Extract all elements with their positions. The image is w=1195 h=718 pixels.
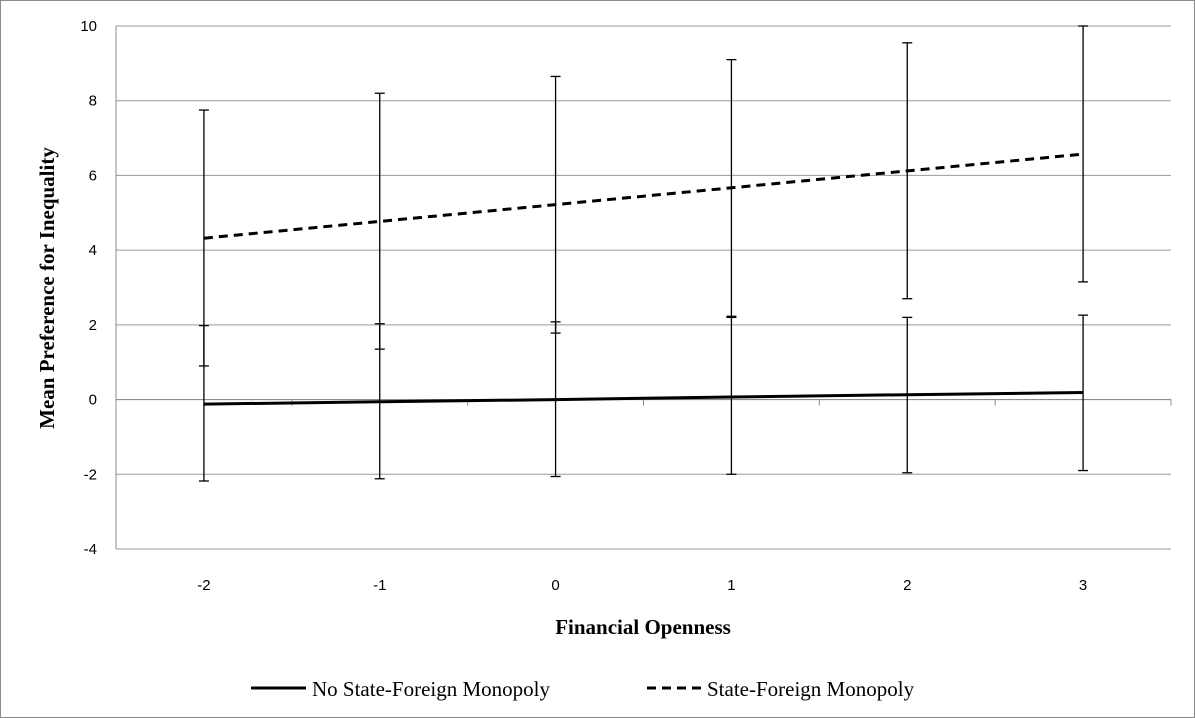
y-tick-label: 2 <box>89 317 97 334</box>
series-line-no-state-foreign-monopoly <box>203 391 1084 406</box>
x-tick-label: -1 <box>373 577 386 594</box>
y-tick-label: 8 <box>89 93 97 110</box>
x-tick-label: 1 <box>727 577 735 594</box>
y-tick-label: 10 <box>80 18 97 35</box>
y-tick-label: -2 <box>84 466 97 483</box>
x-tick-label: 3 <box>1079 577 1087 594</box>
tick-labels: -4 -2 0 2 4 6 8 10 -2 -1 0 1 2 3 <box>80 18 1087 594</box>
series-lines <box>203 152 1084 406</box>
y-tick-label: 6 <box>89 167 97 184</box>
x-tick-label: -2 <box>197 577 210 594</box>
error-bars <box>198 25 1089 482</box>
y-tick-label: -4 <box>84 541 97 558</box>
y-tick-label: 4 <box>89 242 97 259</box>
series-line-state-foreign-monopoly <box>203 152 1084 240</box>
legend: No State-Foreign Monopoly State-Foreign … <box>251 677 915 701</box>
x-axis-title: Financial Openness <box>555 615 731 639</box>
x-tick-label: 0 <box>551 577 559 594</box>
axes <box>115 26 1172 549</box>
legend-label-no-state-foreign-monopoly: No State-Foreign Monopoly <box>312 677 550 701</box>
legend-label-state-foreign-monopoly: State-Foreign Monopoly <box>707 677 915 701</box>
y-tick-label: 0 <box>89 392 97 409</box>
gridlines <box>116 25 1171 550</box>
x-tick-label: 2 <box>903 577 911 594</box>
y-axis-title: Mean Preference for Inequality <box>35 147 59 429</box>
